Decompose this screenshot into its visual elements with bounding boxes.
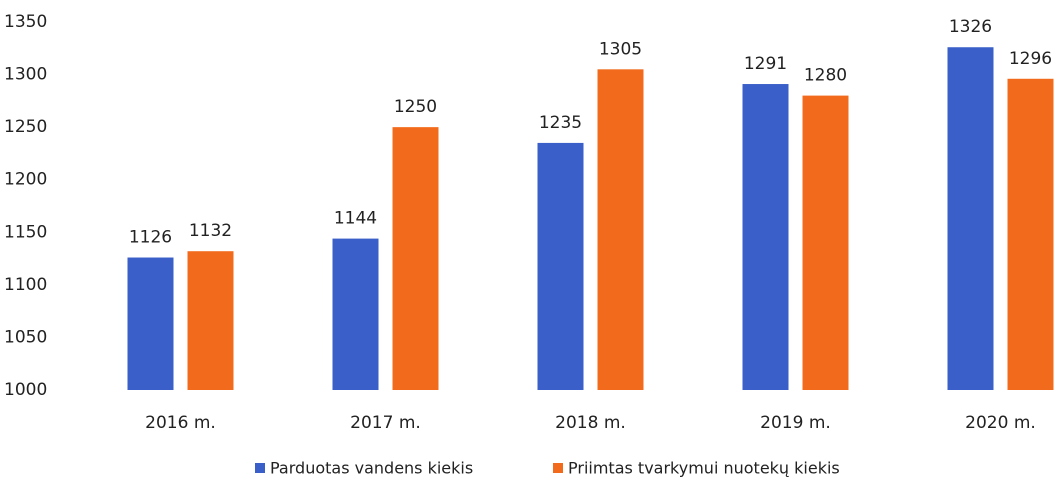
data-label: 1296 — [1009, 49, 1052, 69]
legend-label: Parduotas vandens kiekis — [270, 459, 473, 478]
x-tick-label: 2016 m. — [145, 413, 216, 433]
data-label: 1235 — [539, 113, 582, 133]
y-tick-label: 1200 — [4, 170, 47, 190]
bar — [332, 238, 379, 390]
legend: Parduotas vandens kiekis Priimtas tvarkym… — [255, 459, 840, 478]
y-tick-label: 1300 — [4, 65, 47, 85]
y-tick-label: 1100 — [4, 275, 47, 295]
x-tick-label: 2019 m. — [760, 413, 831, 433]
data-label: 1326 — [949, 17, 992, 37]
data-label: 1132 — [189, 221, 232, 241]
bar — [127, 257, 174, 390]
bar — [597, 69, 644, 391]
x-tick-label: 2020 m. — [965, 413, 1036, 433]
legend-label: Priimtas tvarkymui nuotekų kiekis — [568, 459, 840, 478]
data-label: 1126 — [129, 228, 172, 248]
data-label: 1144 — [334, 209, 377, 229]
bar — [537, 142, 584, 390]
bar — [802, 95, 849, 390]
legend-swatch — [553, 463, 563, 473]
bar — [947, 47, 994, 391]
data-label: 1280 — [804, 66, 847, 86]
x-tick-label: 2017 m. — [350, 413, 421, 433]
y-tick-label: 1000 — [4, 380, 47, 400]
data-label: 1250 — [394, 97, 437, 117]
bar — [742, 84, 789, 390]
data-label: 1291 — [744, 54, 787, 74]
bar — [392, 127, 439, 391]
legend-swatch — [255, 463, 265, 473]
y-tick-label: 1150 — [4, 222, 47, 242]
data-label: 1305 — [599, 39, 642, 59]
y-tick-label: 1350 — [4, 12, 47, 32]
x-tick-label: 2018 m. — [555, 413, 626, 433]
bar — [1007, 78, 1054, 390]
y-tick-label: 1250 — [4, 117, 47, 137]
y-tick-label: 1050 — [4, 327, 47, 347]
bar — [187, 251, 234, 390]
